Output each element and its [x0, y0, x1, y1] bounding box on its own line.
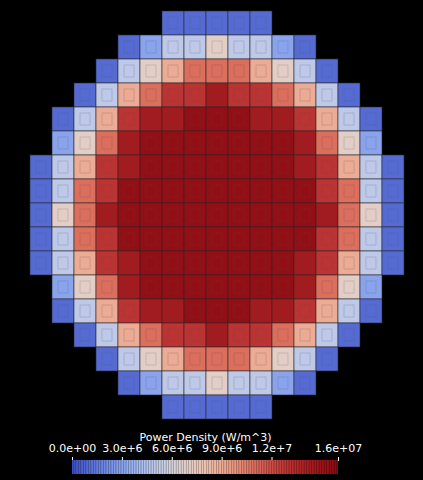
svg-text:1.2e+7: 1.2e+7	[251, 441, 293, 455]
svg-text:0.0e+00: 0.0e+00	[49, 442, 96, 455]
svg-text:1.6e+07: 1.6e+07	[315, 442, 362, 455]
svg-text:6.0e+6: 6.0e+6	[152, 441, 193, 455]
svg-text:Power Density (W/m^3): Power Density (W/m^3)	[139, 431, 271, 444]
svg-text:3.0e+6: 3.0e+6	[102, 442, 142, 455]
svg-text:9.0e+6: 9.0e+6	[201, 441, 243, 455]
